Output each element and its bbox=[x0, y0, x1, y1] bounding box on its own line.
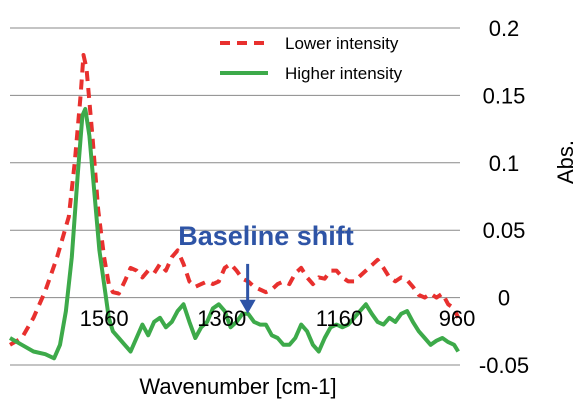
legend: Lower intensity Higher intensity bbox=[220, 34, 403, 83]
x-axis-title: Wavenumber [cm-1] bbox=[139, 374, 336, 399]
series-line-lower-intensity bbox=[9, 53, 461, 347]
x-tick-labels: 1560 1360 1160 960 bbox=[80, 306, 476, 331]
y-axis-title: Abs. bbox=[553, 140, 578, 184]
y-tick-label-0: -0.05 bbox=[479, 353, 529, 378]
x-tick-label-2: 1160 bbox=[316, 306, 363, 331]
y-tick-label-3: 0.1 bbox=[489, 151, 520, 176]
series-layer bbox=[9, 53, 461, 361]
x-tick-label-0: 1560 bbox=[80, 306, 129, 331]
x-tick-label-1: 1360 bbox=[197, 306, 246, 331]
series-line-higher-intensity bbox=[9, 106, 460, 361]
annotation-arrowhead bbox=[239, 299, 256, 314]
y-tick-label-2: 0.05 bbox=[483, 218, 526, 243]
y-tick-label-1: 0 bbox=[498, 286, 510, 311]
legend-label-higher: Higher intensity bbox=[285, 64, 403, 83]
y-tick-label-4: 0.15 bbox=[483, 83, 526, 108]
annotation-label: Baseline shift bbox=[178, 221, 354, 251]
y-tick-labels: -0.05 0 0.05 0.1 0.15 0.2 bbox=[479, 16, 529, 378]
legend-label-lower: Lower intensity bbox=[285, 34, 399, 53]
baseline-shift-annotation: Baseline shift bbox=[178, 221, 354, 314]
y-tick-label-5: 0.2 bbox=[489, 16, 520, 41]
grid-lines bbox=[10, 27, 460, 366]
x-tick-label-3: 960 bbox=[439, 306, 476, 331]
